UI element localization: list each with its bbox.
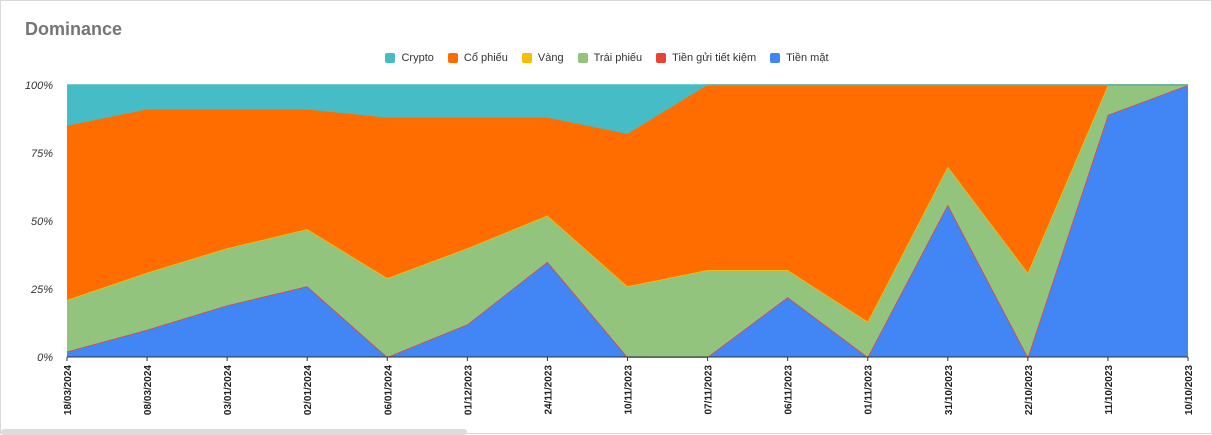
y-tick-label: 100% [25,80,53,92]
legend-swatch [447,53,458,63]
x-tick-label: 22/10/2023 [1024,365,1035,415]
x-tick-label: 01/12/2023 [463,365,474,415]
area-trai-phieu [67,85,1188,357]
legend-swatch [770,53,781,63]
x-tick-label: 24/11/2023 [543,365,554,415]
legend-label: Tiền mặt [786,52,829,64]
x-tick-label: 10/11/2023 [624,365,635,415]
legend-label: Vàng [537,52,564,64]
x-tick-label: 03/01/2024 [223,365,234,415]
legend-item-tien-gui-tiet-kiem[interactable]: Tiền gửi tiết kiệm [656,52,756,64]
y-tick-label: 75% [31,148,53,160]
x-tick-label: 06/11/2023 [784,365,795,415]
x-tick-label: 07/11/2023 [704,365,715,415]
legend-label: Trái phiếu [593,52,643,64]
area-co-phieu [67,85,1188,322]
legend-item-tien-mat[interactable]: Tiền mặt [770,52,829,64]
x-tick-label: 08/03/2024 [143,365,154,415]
x-tick-label: 10/10/2023 [1184,365,1195,415]
legend-item-vang[interactable]: Vàng [521,52,564,64]
area-tien-mat [67,85,1188,357]
chart-title: Dominance [25,19,123,39]
horizontal-scrollbar[interactable] [1,429,467,435]
legend: Crypto Cổ phiếu Vàng Trái phiếu Tiền gửi… [1,52,1212,64]
legend-swatch [577,53,588,63]
legend-item-co-phieu[interactable]: Cổ phiếu [447,52,508,64]
legend-label: Cổ phiếu [463,52,508,64]
x-tick-label: 31/10/2023 [944,365,955,415]
legend-label: Tiền gửi tiết kiệm [672,52,757,64]
x-tick-label: 06/01/2024 [383,365,394,415]
y-tick-label: 0% [37,352,53,364]
y-tick-label: 50% [31,216,53,228]
legend-item-trai-phieu[interactable]: Trái phiếu [577,52,643,64]
x-tick-label: 02/01/2024 [303,365,314,415]
legend-swatch [385,53,396,63]
legend-label: Crypto [401,52,434,64]
x-tick-label: 11/10/2023 [1104,365,1115,415]
area-crypto [67,85,1188,134]
legend-swatch [521,53,532,63]
x-tick-label: 18/03/2024 [63,365,74,415]
legend-item-crypto[interactable]: Crypto [385,52,434,64]
legend-swatch [656,53,667,63]
x-tick-label: 01/11/2023 [864,365,875,415]
y-tick-label: 25% [30,284,53,296]
